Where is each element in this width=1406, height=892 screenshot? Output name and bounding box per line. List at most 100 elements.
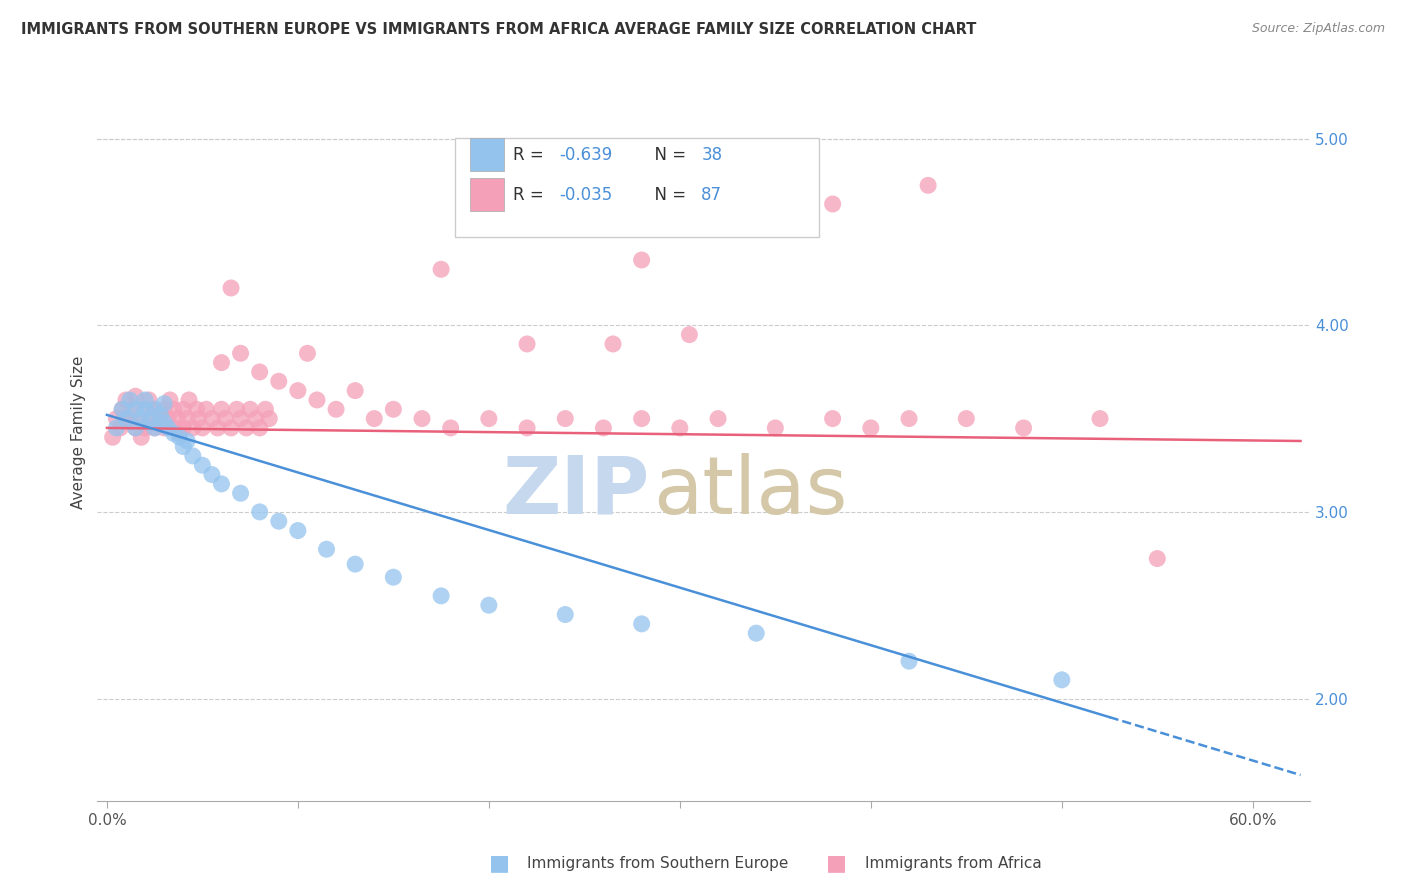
Point [478,411,501,425]
Point [249,421,271,435]
Point [245,411,267,425]
Point [156,421,179,435]
Point [124,389,146,403]
Point [115,411,138,425]
Point [153,415,176,429]
Point [898,411,921,425]
Point [163,421,186,435]
Point [363,411,385,425]
Point [153,397,176,411]
Point [187,411,209,425]
Point [592,421,614,435]
Point [344,557,367,571]
Text: 87: 87 [702,186,723,204]
Point [478,598,501,612]
Point [219,281,242,295]
Point [630,616,652,631]
Point [134,421,156,435]
Point [315,542,337,557]
Point [602,337,624,351]
FancyBboxPatch shape [470,137,503,171]
Point [229,411,252,425]
Point [214,411,236,425]
Point [763,421,786,435]
Point [186,402,208,417]
Point [181,421,204,435]
Text: N =: N = [644,145,692,164]
Point [121,402,143,417]
Point [669,421,692,435]
Point [172,421,194,435]
Point [382,402,405,417]
Point [105,421,128,435]
Point [821,411,844,425]
Point [172,402,194,417]
Point [153,402,176,417]
Text: Immigrants from Africa: Immigrants from Africa [865,856,1042,871]
Point [287,384,309,398]
Text: -0.035: -0.035 [560,186,613,204]
Point [128,411,150,425]
Point [287,524,309,538]
Point [169,430,191,444]
Text: ■: ■ [827,854,846,873]
Point [166,411,188,425]
FancyBboxPatch shape [456,137,818,237]
Y-axis label: Average Family Size: Average Family Size [72,356,86,509]
Point [678,327,700,342]
Point [430,262,453,277]
Point [955,411,977,425]
Point [1146,551,1168,566]
Point [143,421,166,435]
Point [139,411,162,425]
Point [115,392,138,407]
Point [207,421,229,435]
Point [124,421,146,435]
Point [344,384,367,398]
Point [163,402,186,417]
Text: R =: R = [513,145,550,164]
Point [129,430,152,444]
Point [110,421,132,435]
Point [124,421,146,435]
Point [430,589,453,603]
Point [149,408,172,422]
Point [554,607,576,622]
Point [134,402,156,417]
Point [149,408,172,422]
Point [257,411,280,425]
Point [134,402,156,417]
Text: 38: 38 [702,145,723,164]
Point [191,421,214,435]
Point [516,421,538,435]
Point [1012,421,1035,435]
Point [229,486,252,500]
Point [630,411,652,425]
Point [219,421,242,435]
Text: IMMIGRANTS FROM SOUTHERN EUROPE VS IMMIGRANTS FROM AFRICA AVERAGE FAMILY SIZE CO: IMMIGRANTS FROM SOUTHERN EUROPE VS IMMIG… [21,22,976,37]
Point [195,402,218,417]
Point [138,392,160,407]
Point [176,411,198,425]
Point [225,402,247,417]
Point [177,392,200,407]
Point [101,430,124,444]
Point [111,402,134,417]
Point [254,402,277,417]
Point [176,434,198,448]
Point [267,374,290,388]
Point [148,415,170,429]
Point [211,402,233,417]
Point [211,356,233,370]
Point [898,654,921,668]
Point [267,514,290,528]
Text: atlas: atlas [652,452,848,531]
Point [172,440,194,454]
Point [917,178,939,193]
Point [229,346,252,360]
Point [191,458,214,473]
Point [105,411,128,425]
Point [138,415,160,429]
Point [163,426,186,441]
Text: -0.639: -0.639 [560,145,613,164]
